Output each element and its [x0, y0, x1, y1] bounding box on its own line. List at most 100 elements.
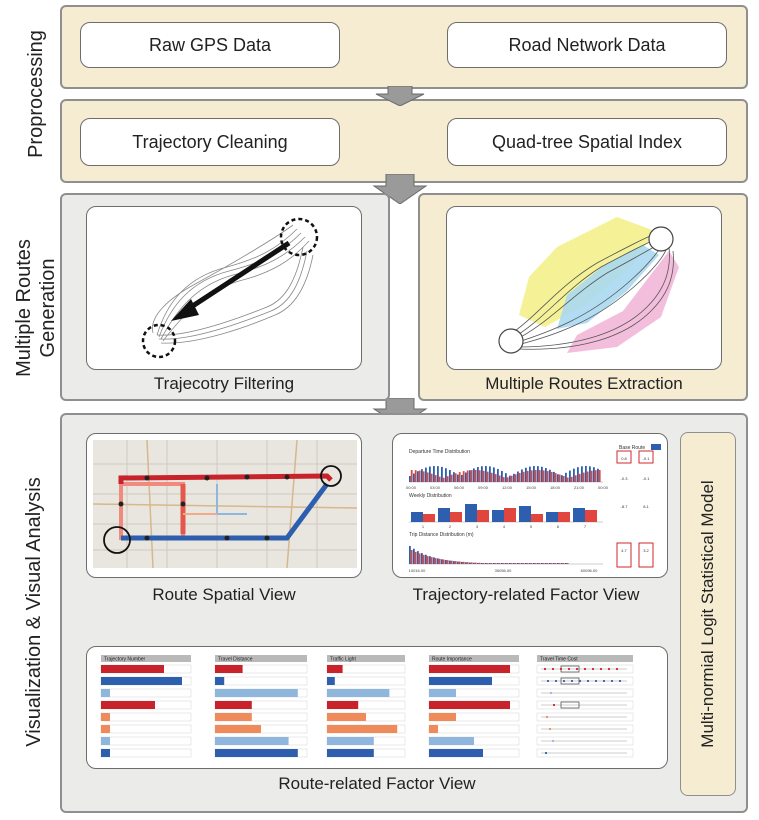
trajectory-factor-charts: Departure Time Distribution Weekly Distr… [406, 444, 661, 573]
trajectory-filtering-illustration [141, 217, 319, 359]
boxplot-point [610, 679, 614, 683]
column-title: Trajectory Number [104, 657, 146, 663]
coefficient-highlight [616, 450, 632, 464]
coefficient-highlight [638, 450, 654, 464]
value-bar [327, 689, 390, 697]
histogram-bar [557, 563, 559, 564]
histogram-bar [473, 468, 475, 482]
histogram-bar [530, 470, 533, 482]
hour-tick-label: 12:00 [502, 485, 513, 490]
table-cell [100, 748, 192, 758]
histogram-bar [430, 557, 433, 564]
histogram-bar [441, 466, 443, 482]
value-bar [101, 713, 110, 721]
visualization-stage-label: Visualization & Visual Analysis [23, 477, 45, 747]
histogram-bar [470, 470, 473, 482]
boxplot-point [583, 667, 587, 671]
histogram-bar [446, 560, 449, 564]
histogram-bar [437, 466, 439, 482]
histogram-bar [502, 477, 505, 482]
boxplot-point [615, 667, 619, 671]
column-header [101, 655, 191, 662]
histogram-bar [561, 475, 563, 482]
histogram-bar [558, 474, 561, 482]
histogram-bar [562, 563, 565, 564]
histogram-bar [569, 470, 571, 482]
histogram-bar [410, 550, 413, 564]
route-factor-view-caption: Route-related Factor View [278, 774, 476, 793]
histogram-bar [522, 563, 525, 564]
histogram-bar [517, 471, 519, 482]
road-network-data-box: Road Network Data [447, 22, 727, 68]
histogram-bar [497, 563, 499, 564]
histogram-bar [410, 470, 413, 482]
histogram-bar [570, 476, 573, 482]
boxplot-point [618, 679, 622, 683]
histogram-bar [582, 472, 585, 482]
value-bar [327, 749, 374, 757]
histogram-bar [538, 563, 541, 564]
boxplot-point [562, 679, 566, 683]
histogram-bar [477, 467, 479, 482]
histogram-bar [486, 563, 489, 564]
trip-distance-histogram: 10016.00 35056.00 60096.00 [409, 546, 598, 573]
histogram-bar [481, 563, 483, 564]
value-bar [215, 725, 261, 733]
value-bar [429, 665, 510, 673]
histogram-bar [529, 563, 531, 564]
boxplot-point [543, 667, 547, 671]
value-bar [429, 701, 510, 709]
histogram-bar [409, 546, 411, 564]
histogram-bar [466, 470, 469, 482]
boxplot-point [599, 667, 603, 671]
boxplot-point [554, 679, 558, 683]
histogram-bar [454, 473, 457, 482]
generation-stage-label: Multiple Routes Generation [12, 220, 60, 396]
histogram-bar [490, 563, 493, 564]
value-bar [429, 737, 474, 745]
histogram-bar [477, 562, 479, 564]
histogram-bar [498, 475, 501, 482]
boxplot-point [586, 679, 590, 683]
histogram-bar [462, 471, 465, 482]
histogram-bar [550, 563, 553, 564]
coefficient-highlight [616, 542, 632, 568]
hour-tick-label: 03:00 [430, 485, 441, 490]
coefficient-value: -0.1 [643, 476, 651, 481]
histogram-bar [585, 510, 597, 522]
table-cell [428, 724, 520, 734]
preprocessing-stage-label: Proprocessing [25, 30, 47, 158]
legend-swatch [651, 444, 661, 450]
value-bar [101, 689, 110, 697]
histogram-bar [557, 474, 559, 482]
hour-tick-label: 21:00 [574, 485, 585, 490]
histogram-bar [546, 563, 549, 564]
histogram-bar [492, 510, 504, 522]
value-bar [101, 737, 110, 745]
histogram-bar [509, 563, 511, 564]
column-header [429, 655, 519, 662]
histogram-bar [597, 468, 599, 482]
value-bar [429, 725, 438, 733]
coefficient-value: 8.1 [643, 504, 649, 509]
histogram-bar [549, 563, 551, 564]
boxplot-point [552, 703, 556, 707]
histogram-bar [465, 562, 467, 564]
histogram-bar [442, 559, 445, 564]
histogram-bar [477, 510, 489, 522]
value-bar [429, 689, 456, 697]
boxplot-point [546, 679, 550, 683]
histogram-bar [429, 556, 431, 564]
histogram-bar [581, 466, 583, 482]
histogram-bar [518, 563, 521, 564]
histogram-bar [593, 467, 595, 482]
logit-model-label: Multi-normial Logit Statistical Model [698, 480, 717, 748]
histogram-bar [418, 470, 421, 482]
quad-tree-index-label: Quad-tree Spatial Index [491, 131, 683, 152]
histogram-bar [506, 563, 509, 564]
histogram-bar [425, 467, 427, 482]
histogram-bar [414, 470, 417, 482]
histogram-bar [538, 470, 541, 482]
histogram-bar [430, 473, 433, 482]
histogram-bar [449, 470, 451, 482]
